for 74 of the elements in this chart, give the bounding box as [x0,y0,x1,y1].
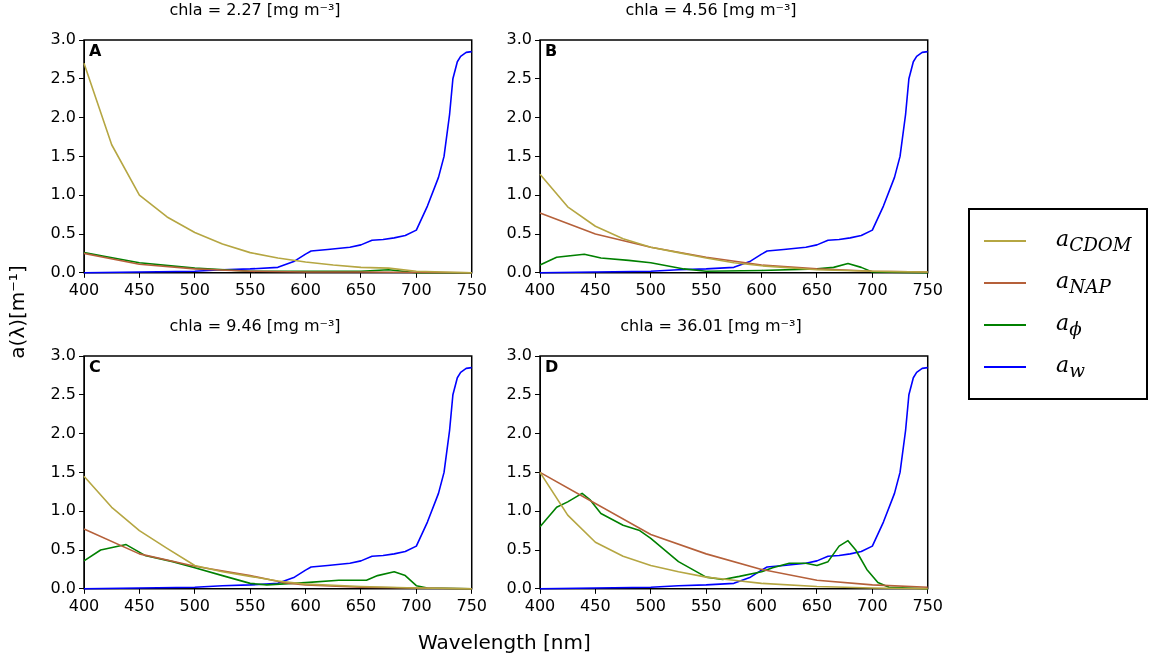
x-tick-label: 650 [345,279,377,299]
chart-title: chla = 9.46 [mg m⁻³] [169,316,341,335]
y-tick-label: 1.0 [506,500,532,520]
x-tick-label: 600 [746,279,777,299]
y-tick-label: 3.0 [506,345,532,365]
legend-label: a$_{CDOM}$ [1056,226,1132,256]
annotation: C [89,357,101,377]
y-tick-label: 0.5 [506,539,532,559]
x-tick-label: 400 [68,279,100,299]
x-tick-label: 750 [912,279,943,299]
x-axis-title: Wavelength [nm] [418,630,591,654]
y-tick-label: 1.5 [50,145,76,165]
x-tick-label: 700 [401,595,432,615]
y-tick-label: 0.5 [506,223,532,243]
y-tick-label: 2.5 [50,67,76,87]
x-tick-label: 450 [124,595,155,615]
legend-label: a$_{NAP}$ [1056,268,1111,298]
x-tick-label: 500 [179,595,211,615]
x-tick-label: 700 [857,595,888,615]
annotation: D [545,357,559,377]
x-tick-label: 700 [857,279,888,299]
y-tick-label: 0.0 [506,261,532,281]
x-tick-label: 550 [690,595,722,615]
x-tick-label: 650 [801,279,833,299]
x-tick-label: 750 [456,279,487,299]
y-axis-title: a(λ)[m⁻¹] [4,265,29,359]
y-tick-label: 1.0 [50,184,76,204]
y-tick-label: 0.0 [50,577,76,597]
y-tick-label: 1.5 [506,461,532,481]
annotation: A [89,41,102,61]
y-tick-label: 2.5 [506,67,532,87]
x-tick-label: 400 [524,279,556,299]
y-tick-label: 2.0 [50,106,76,126]
legend-label: a$_{ϕ}$ [1056,310,1082,340]
x-tick-label: 600 [290,595,321,615]
y-tick-label: 2.0 [50,422,76,442]
x-tick-label: 500 [179,279,211,299]
y-tick-label: 1.5 [50,461,76,481]
x-tick-label: 450 [124,279,155,299]
y-tick-label: 0.5 [50,223,76,243]
chart-title: chla = 4.56 [mg m⁻³] [624,0,798,19]
x-tick-label: 750 [456,595,487,615]
annotation: B [545,41,558,61]
chart-title: chla = 2.27 [mg m⁻³] [168,0,342,19]
y-tick-label: 1.0 [506,184,532,204]
y-tick-label: 0.5 [50,539,76,559]
y-tick-label: 2.5 [50,383,76,403]
x-tick-label: 650 [345,595,377,615]
x-tick-label: 450 [580,595,611,615]
y-tick-label: 0.0 [50,261,76,281]
y-tick-label: 1.5 [506,145,532,165]
x-tick-label: 750 [912,595,943,615]
x-tick-label: 600 [746,595,777,615]
y-tick-label: 2.0 [506,106,532,126]
x-tick-label: 400 [68,595,100,615]
y-tick-label: 0.0 [506,577,532,597]
y-tick-label: 3.0 [50,29,76,49]
y-tick-label: 2.0 [506,422,532,442]
x-tick-label: 600 [290,279,321,299]
x-tick-label: 500 [635,595,667,615]
x-tick-label: 550 [234,279,266,299]
x-tick-label: 550 [690,279,722,299]
x-tick-label: 500 [635,279,667,299]
x-tick-label: 700 [401,279,432,299]
y-tick-label: 1.0 [50,500,76,520]
x-tick-label: 550 [234,595,266,615]
legend-label: a$_{w}$ [1056,352,1085,382]
x-tick-label: 450 [580,279,611,299]
y-tick-label: 3.0 [50,345,76,365]
x-tick-label: 650 [801,595,833,615]
y-tick-label: 2.5 [506,383,532,403]
x-tick-label: 400 [524,595,556,615]
chart-title: chla = 36.01 [mg m⁻³] [619,316,803,335]
y-tick-label: 3.0 [506,29,532,49]
